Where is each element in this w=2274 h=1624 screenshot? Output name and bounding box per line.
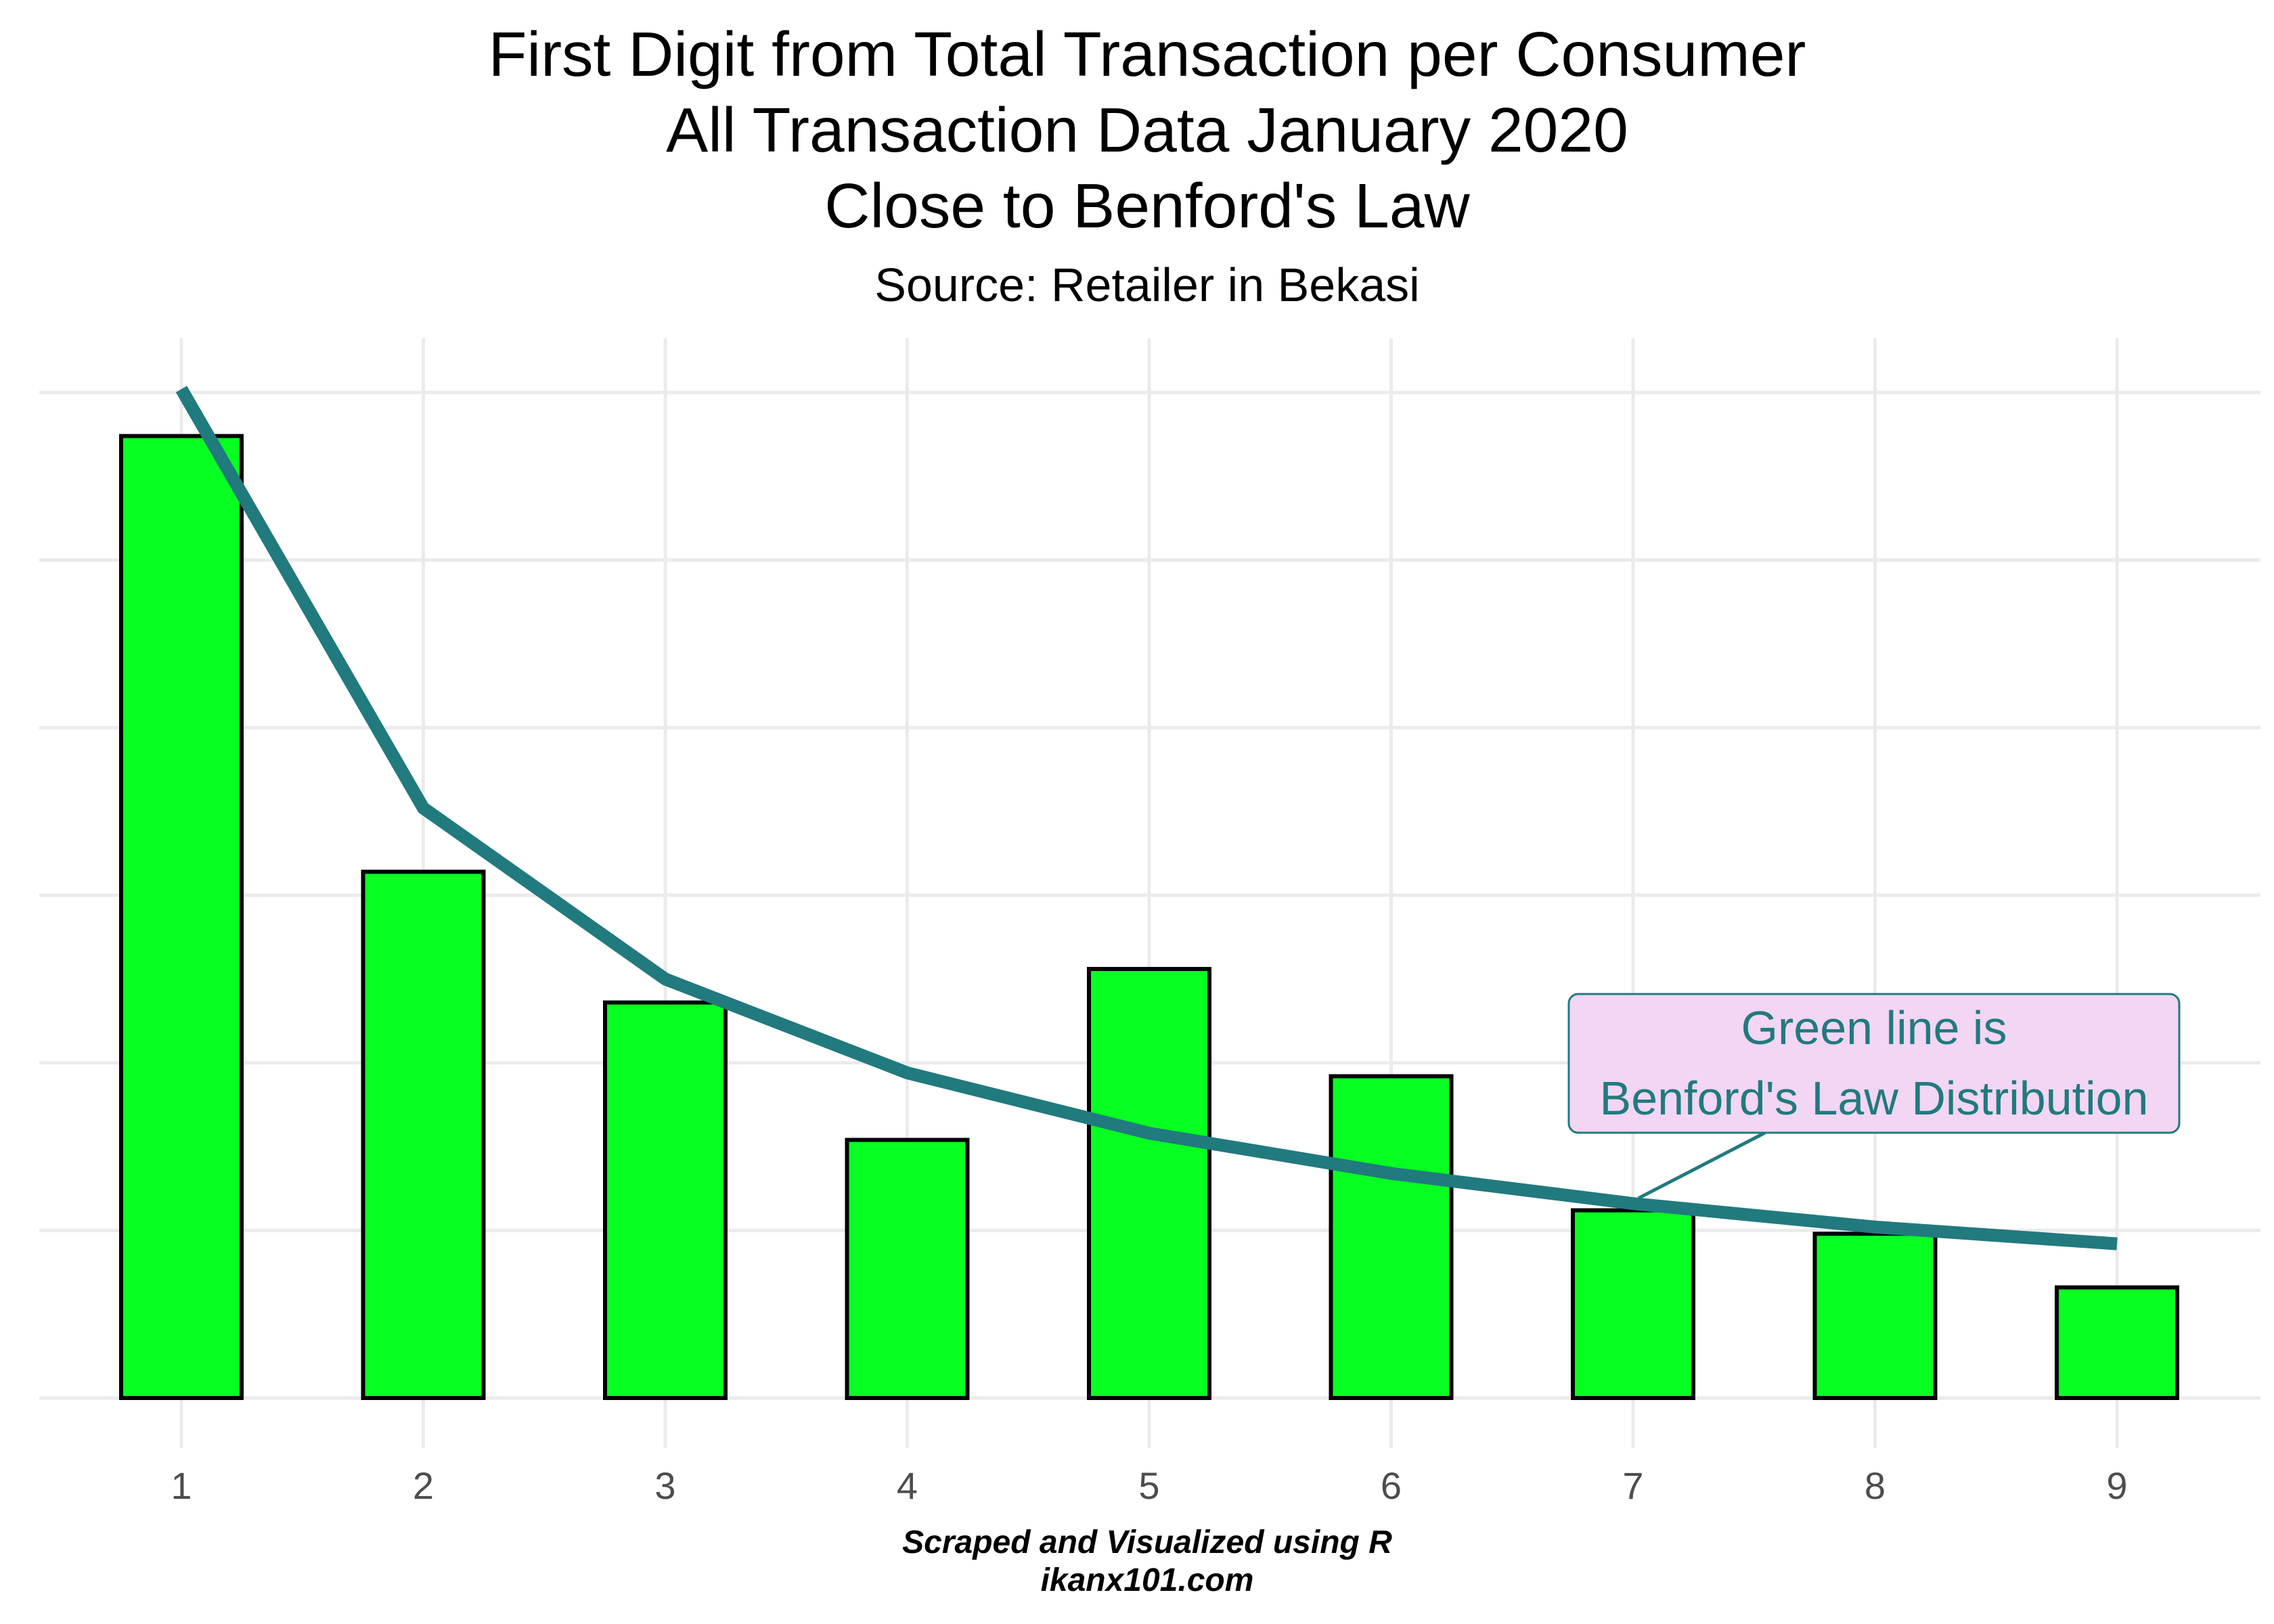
bar-digit-1 xyxy=(119,434,244,1400)
annotation-leader-line xyxy=(1637,1131,1766,1200)
chart-title-line-2: All Transaction Data January 2020 xyxy=(666,95,1628,165)
x-tick-label: 2 xyxy=(413,1464,434,1507)
chart-title-line-1: First Digit from Total Transaction per C… xyxy=(488,19,1806,89)
bars xyxy=(119,434,2179,1401)
x-tick-label: 6 xyxy=(1381,1464,1402,1507)
bar-digit-4 xyxy=(845,1137,970,1401)
x-tick-label: 1 xyxy=(171,1464,192,1507)
bar-digit-2 xyxy=(361,870,486,1400)
benford-line xyxy=(175,386,2118,1250)
chart-caption: Scraped and Visualized using R ikanx101.… xyxy=(0,1524,2274,1600)
caption-line-1: Scraped and Visualized using R xyxy=(902,1525,1392,1560)
x-tick-label: 4 xyxy=(897,1464,918,1507)
chart-titles: First Digit from Total Transaction per C… xyxy=(0,16,2274,315)
annotation-box xyxy=(1567,993,2181,1134)
bar-digit-8 xyxy=(1812,1232,1938,1400)
x-tick-labels: 1 2 3 4 5 6 7 8 9 xyxy=(171,1464,2127,1507)
annotation-label: Green line is Benford's Law Distribution xyxy=(1567,993,2181,1134)
benford-line-group xyxy=(175,386,2118,1250)
bar-digit-5 xyxy=(1087,966,1211,1401)
x-tick-label: 7 xyxy=(1622,1464,1643,1507)
annotation-text-line-2: Benford's Law Distribution xyxy=(1600,1072,2149,1125)
bar-digit-9 xyxy=(2055,1285,2179,1401)
caption-line-2: ikanx101.com xyxy=(1040,1562,1254,1598)
bar-digit-7 xyxy=(1571,1208,1695,1400)
bar-digit-6 xyxy=(1329,1074,1454,1400)
chart-subtitle: Source: Retailer in Bekasi xyxy=(874,258,1420,311)
x-tick-label: 9 xyxy=(2106,1464,2127,1507)
annotation-leader xyxy=(1637,1131,1766,1200)
x-tick-label: 5 xyxy=(1138,1464,1159,1507)
chart-title-line-3: Close to Benford's Law xyxy=(824,171,1470,241)
annotation-text-line-1: Green line is xyxy=(1741,1001,2007,1054)
bar-digit-3 xyxy=(603,1000,728,1401)
x-tick-label: 8 xyxy=(1865,1464,1886,1507)
x-tick-label: 3 xyxy=(654,1464,675,1507)
